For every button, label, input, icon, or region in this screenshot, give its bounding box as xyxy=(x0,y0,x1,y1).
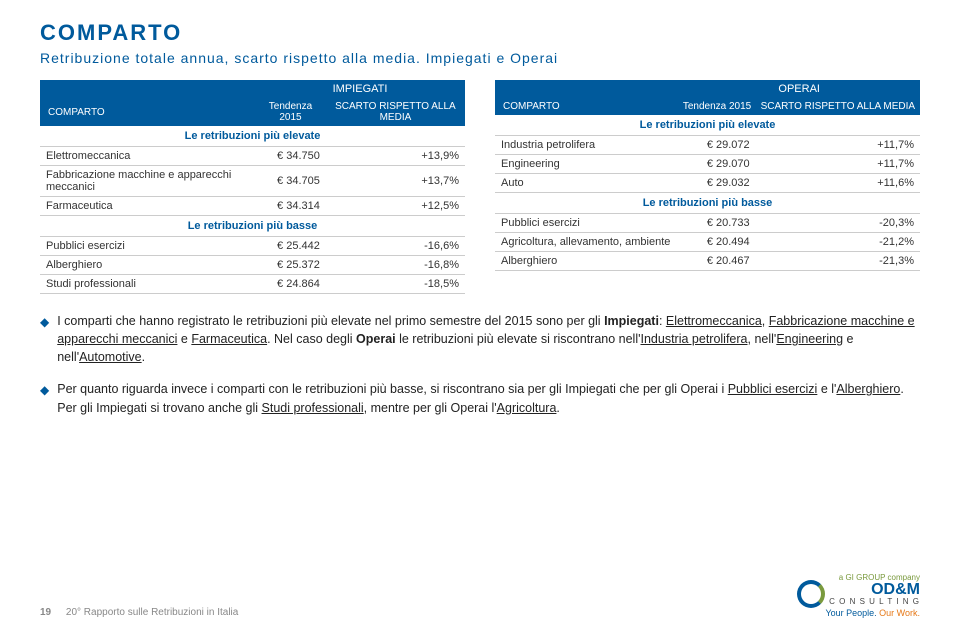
bullet-item: ◆ Per quanto riguarda invece i comparti … xyxy=(40,380,920,416)
cell-label: Alberghiero xyxy=(40,256,255,275)
cell-val: € 20.494 xyxy=(678,233,755,252)
report-title: 20° Rapporto sulle Retribuzioni in Itali… xyxy=(66,607,238,618)
section-low: Le retribuzioni più basse xyxy=(495,193,920,214)
section-low: Le retribuzioni più basse xyxy=(40,216,465,237)
page-subtitle: Retribuzione totale annua, scarto rispet… xyxy=(40,50,920,66)
cell-val: € 29.072 xyxy=(678,136,755,155)
page-footer: 19 20° Rapporto sulle Retribuzioni in It… xyxy=(40,573,920,618)
cell-label: Fabbricazione macchine e apparecchi mecc… xyxy=(40,166,255,197)
cell-pct: +11,7% xyxy=(756,136,920,155)
cell-pct: +13,7% xyxy=(326,166,465,197)
cell-label: Pubblici esercizi xyxy=(40,237,255,256)
table-row: Alberghiero € 25.372 -16,8% xyxy=(40,256,465,275)
logo: a GI GROUP company OD&M C O N S U L T I … xyxy=(797,573,920,618)
cell-pct: -21,2% xyxy=(756,233,920,252)
group-label-impiegati: IMPIEGATI xyxy=(255,80,465,98)
table-impiegati: IMPIEGATI COMPARTO Tendenza 2015 SCARTO … xyxy=(40,80,465,294)
table-row: Agricoltura, allevamento, ambiente € 20.… xyxy=(495,233,920,252)
table-row: Fabbricazione macchine e apparecchi mecc… xyxy=(40,166,465,197)
table-row: Pubblici esercizi € 20.733 -20,3% xyxy=(495,214,920,233)
table-row: Studi professionali € 24.864 -18,5% xyxy=(40,275,465,294)
table-row: Farmaceutica € 34.314 +12,5% xyxy=(40,197,465,216)
bullet-item: ◆ I comparti che hanno registrato le ret… xyxy=(40,312,920,366)
col-scarto: SCARTO RISPETTO ALLA MEDIA xyxy=(326,98,465,126)
cell-label: Auto xyxy=(495,174,678,193)
cell-val: € 20.467 xyxy=(678,252,755,271)
table-row: Pubblici esercizi € 25.442 -16,6% xyxy=(40,237,465,256)
logo-tag2: Our Work. xyxy=(877,608,920,618)
cell-val: € 34.705 xyxy=(255,166,326,197)
cell-label: Engineering xyxy=(495,155,678,174)
cell-pct: -21,3% xyxy=(756,252,920,271)
bullet-list: ◆ I comparti che hanno registrato le ret… xyxy=(40,312,920,417)
table-row: Elettromeccanica € 34.750 +13,9% xyxy=(40,147,465,166)
cell-pct: -20,3% xyxy=(756,214,920,233)
footer-left: 19 20° Rapporto sulle Retribuzioni in It… xyxy=(40,607,238,618)
cell-val: € 20.733 xyxy=(678,214,755,233)
cell-pct: +11,7% xyxy=(756,155,920,174)
logo-tag1: Your People. xyxy=(825,608,876,618)
cell-label: Studi professionali xyxy=(40,275,255,294)
section-high: Le retribuzioni più elevate xyxy=(495,115,920,136)
cell-val: € 29.032 xyxy=(678,174,755,193)
tables-container: IMPIEGATI COMPARTO Tendenza 2015 SCARTO … xyxy=(40,80,920,294)
logo-tagline: Your People. Our Work. xyxy=(797,608,920,618)
cell-label: Industria petrolifera xyxy=(495,136,678,155)
logo-ring-icon xyxy=(797,580,825,608)
page-title: COMPARTO xyxy=(40,20,920,46)
cell-label: Pubblici esercizi xyxy=(495,214,678,233)
cell-label: Alberghiero xyxy=(495,252,678,271)
table-row: Engineering € 29.070 +11,7% xyxy=(495,155,920,174)
cell-label: Farmaceutica xyxy=(40,197,255,216)
logo-text: OD&M C O N S U L T I N G xyxy=(829,582,920,606)
cell-pct: +13,9% xyxy=(326,147,465,166)
bullet-icon: ◆ xyxy=(40,382,49,416)
cell-val: € 34.750 xyxy=(255,147,326,166)
cell-pct: -18,5% xyxy=(326,275,465,294)
bullet-text-1: I comparti che hanno registrato le retri… xyxy=(57,312,920,366)
cell-label: Agricoltura, allevamento, ambiente xyxy=(495,233,678,252)
table-row: Alberghiero € 20.467 -21,3% xyxy=(495,252,920,271)
bullet-text-2: Per quanto riguarda invece i comparti co… xyxy=(57,380,920,416)
cell-pct: -16,6% xyxy=(326,237,465,256)
cell-pct: +12,5% xyxy=(326,197,465,216)
cell-val: € 25.372 xyxy=(255,256,326,275)
page-number: 19 xyxy=(40,607,51,618)
th-blank xyxy=(40,80,255,98)
th-blank xyxy=(495,80,678,98)
bullet-icon: ◆ xyxy=(40,314,49,366)
col-scarto: SCARTO RISPETTO ALLA MEDIA xyxy=(756,98,920,115)
section-high: Le retribuzioni più elevate xyxy=(40,126,465,147)
cell-val: € 25.442 xyxy=(255,237,326,256)
cell-label: Elettromeccanica xyxy=(40,147,255,166)
cell-pct: -16,8% xyxy=(326,256,465,275)
table-row: Industria petrolifera € 29.072 +11,7% xyxy=(495,136,920,155)
table-operai: OPERAI COMPARTO Tendenza 2015 SCARTO RIS… xyxy=(495,80,920,294)
table-row: Auto € 29.032 +11,6% xyxy=(495,174,920,193)
cell-pct: +11,6% xyxy=(756,174,920,193)
cell-val: € 29.070 xyxy=(678,155,755,174)
logo-sub-text: C O N S U L T I N G xyxy=(829,598,920,606)
cell-val: € 34.314 xyxy=(255,197,326,216)
cell-val: € 24.864 xyxy=(255,275,326,294)
col-comparto: COMPARTO xyxy=(495,98,678,115)
logo-main-text: OD&M xyxy=(871,581,920,598)
col-tendenza: Tendenza 2015 xyxy=(255,98,326,126)
group-label-operai: OPERAI xyxy=(678,80,920,98)
col-comparto: COMPARTO xyxy=(40,98,255,126)
col-tendenza: Tendenza 2015 xyxy=(678,98,755,115)
